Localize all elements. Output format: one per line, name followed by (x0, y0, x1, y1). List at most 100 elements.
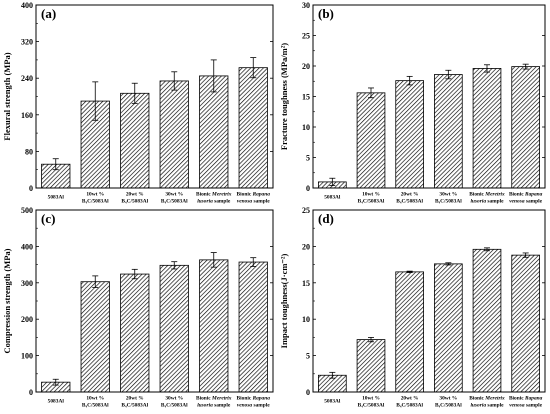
category-label-b-4-1: lusoria sample (470, 199, 504, 205)
category-label-c-1-1: B₄C/5083Al (82, 403, 109, 409)
panel-label-d: (d) (318, 211, 334, 226)
ytick-label-d-5: 25 (302, 206, 310, 215)
category-label-a-1-0: 10wt % (86, 192, 104, 198)
category-label-c-3-0: 30wt % (165, 396, 183, 402)
category-label-a-5-1: venosa sample (237, 199, 270, 205)
category-label-d-5-1: venosa sample (509, 403, 542, 409)
ytick-label-c-2: 200 (21, 315, 33, 324)
bar-a-3 (159, 80, 189, 189)
ytick-label-a-4: 320 (21, 38, 33, 47)
category-label-d-2-1: B₄C/5083Al (396, 403, 423, 409)
category-label-c-2-1: B₄C/5083Al (121, 403, 148, 409)
ytick-label-b-2: 10 (302, 123, 310, 132)
ytick-label-c-0: 0 (29, 388, 33, 397)
category-label-d-0-0: 5083Al (324, 399, 341, 405)
category-label-c-4-1: lusoria sample (197, 403, 231, 409)
ytick-label-c-5: 500 (21, 206, 33, 215)
category-label-a-3-1: B₄C/5083Al (161, 199, 188, 205)
category-label-a-1-1: B₄C/5083Al (82, 199, 109, 205)
panel-label-c: (c) (41, 211, 55, 226)
category-label-d-3-1: B₄C/5083Al (435, 403, 462, 409)
ytick-label-b-6: 30 (302, 1, 310, 10)
ytick-label-a-0: 0 (29, 184, 33, 193)
category-label-d-1-1: B₄C/5083Al (358, 403, 385, 409)
ytick-label-b-0: 0 (306, 184, 310, 193)
category-label-b-5-0: Bionic Rapana (509, 192, 543, 198)
bar-b-1 (356, 92, 386, 189)
category-label-d-4-0: Bionic Meretrix (469, 396, 505, 402)
ytick-label-a-3: 240 (21, 74, 33, 83)
category-label-a-2-0: 20wt % (126, 192, 144, 198)
ytick-label-a-5: 400 (21, 1, 33, 10)
bar-a-2 (120, 92, 150, 189)
category-label-b-2-0: 20wt % (401, 192, 419, 198)
ytick-label-c-4: 400 (21, 242, 33, 251)
category-label-d-4-1: lusoria sample (470, 403, 504, 409)
category-label-a-4-1: lusoria sample (197, 199, 231, 205)
bar-a-5 (238, 67, 268, 189)
category-label-c-4-0: Bionic Meretrix (196, 396, 232, 402)
bar-b-3 (434, 74, 463, 189)
category-label-c-0-0: 5083Al (48, 399, 65, 405)
category-label-b-5-1: venosa sample (509, 199, 542, 205)
bar-b-4 (472, 68, 502, 189)
ytick-label-b-1: 5 (306, 154, 310, 163)
ytick-label-d-4: 20 (302, 242, 310, 251)
category-label-c-2-0: 20wt % (126, 396, 144, 402)
category-label-b-0-0: 5083Al (324, 195, 341, 201)
bar-d-2 (395, 271, 424, 393)
category-label-b-4-0: Bionic Meretrix (469, 192, 505, 198)
bar-c-5 (238, 261, 268, 393)
bar-a-4 (199, 75, 229, 189)
y-axis-title-c: Compression strength (MPa) (2, 248, 12, 353)
ytick-label-b-3: 15 (302, 93, 310, 102)
bar-c-4 (199, 259, 229, 393)
bar-d-4 (472, 248, 502, 393)
ytick-label-d-1: 5 (306, 352, 310, 361)
panel-label-b: (b) (318, 6, 334, 21)
bar-d-1 (356, 339, 386, 393)
category-label-b-3-1: B₄C/5083Al (435, 199, 462, 205)
category-label-b-3-0: 30wt % (439, 192, 457, 198)
bar-c-3 (159, 264, 189, 393)
category-label-b-1-1: B₄C/5083Al (358, 199, 385, 205)
bar-c-2 (120, 273, 150, 393)
panel-label-a: (a) (41, 6, 56, 21)
y-axis-title-a: Flexural strength (MPa) (2, 52, 12, 140)
category-label-c-5-1: venosa sample (237, 403, 270, 409)
ytick-label-a-2: 160 (21, 111, 33, 120)
ytick-label-b-4: 20 (302, 62, 310, 71)
category-label-c-3-1: B₄C/5083Al (161, 403, 188, 409)
bar-d-5 (511, 254, 540, 393)
category-label-c-5-0: Bionic Rapana (237, 396, 271, 402)
bar-c-1 (80, 281, 110, 393)
ytick-label-d-0: 0 (306, 388, 310, 397)
ytick-label-c-1: 100 (21, 352, 33, 361)
category-label-c-1-0: 10wt % (86, 396, 104, 402)
category-label-a-3-0: 30wt % (165, 192, 183, 198)
category-label-a-0-0: 5083Al (48, 195, 65, 201)
ytick-label-d-2: 10 (302, 315, 310, 324)
bar-b-5 (511, 66, 540, 189)
bar-d-3 (434, 263, 463, 393)
category-label-a-4-0: Bionic Meretrix (196, 192, 232, 198)
category-label-d-1-0: 10wt % (362, 396, 380, 402)
ytick-label-b-5: 25 (302, 32, 310, 41)
y-axis-title-b: Fracture toughness (MPa/m²) (279, 43, 289, 150)
ytick-label-a-1: 80 (25, 147, 33, 156)
category-label-d-5-0: Bionic Rapana (509, 396, 543, 402)
category-label-d-2-0: 20wt % (401, 396, 419, 402)
ytick-label-d-3: 15 (302, 279, 310, 288)
category-label-d-3-0: 30wt % (439, 396, 457, 402)
y-axis-title-d: Impact toughness(J·cm⁻²) (279, 254, 289, 349)
category-label-a-2-1: B₄C/5083Al (121, 199, 148, 205)
category-label-b-2-1: B₄C/5083Al (396, 199, 423, 205)
bar-b-2 (395, 80, 424, 189)
category-label-b-1-0: 10wt % (362, 192, 380, 198)
category-label-a-5-0: Bionic Rapana (237, 192, 271, 198)
